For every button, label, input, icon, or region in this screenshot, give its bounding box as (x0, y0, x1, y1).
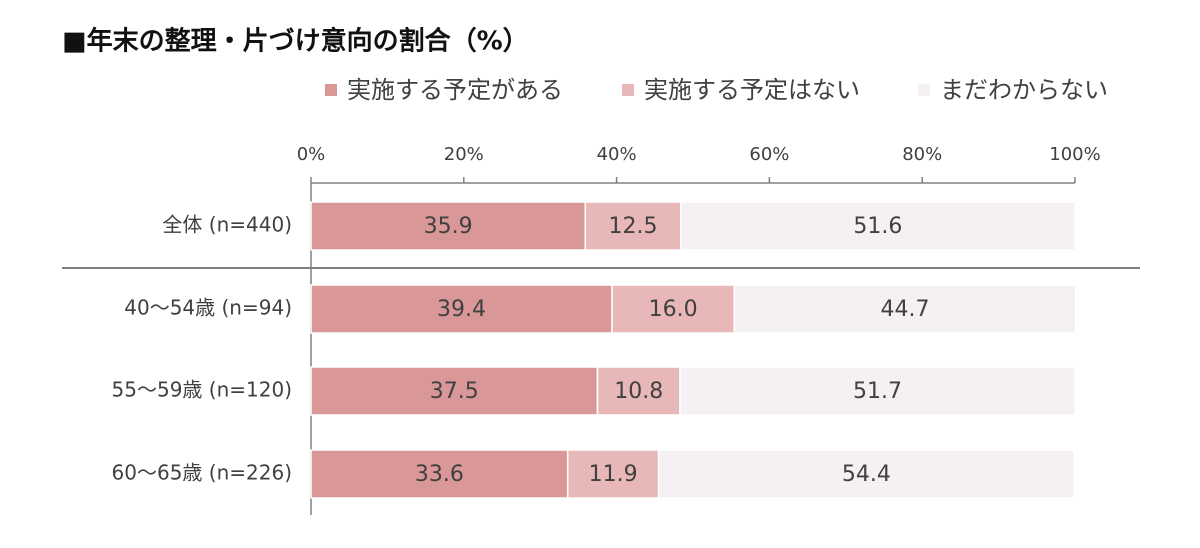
data-label: 51.7 (853, 379, 902, 404)
x-tick-label: 100% (1049, 144, 1100, 165)
data-label: 16.0 (649, 297, 698, 322)
data-label: 37.5 (430, 379, 479, 404)
bar-segment (310, 449, 569, 499)
y-tick-label: 全体 (n=440) (162, 213, 292, 237)
bar-segment (611, 284, 736, 334)
bar-segment (566, 449, 660, 499)
data-label: 12.5 (609, 214, 658, 239)
data-label: 10.8 (614, 379, 663, 404)
x-tick-label: 20% (444, 144, 484, 165)
bar-segment (679, 366, 1076, 416)
chart-title: ■年末の整理・片づけ意向の割合（%） (62, 26, 529, 57)
data-label: 35.9 (424, 214, 473, 239)
bar-segment (596, 366, 681, 416)
bar-segment (310, 284, 613, 334)
bar-segment (657, 449, 1075, 499)
y-tick-label: 60～65歳 (n=226) (112, 461, 292, 485)
legend-swatch (622, 84, 634, 96)
data-label: 39.4 (437, 297, 486, 322)
y-tick-label: 55～59歳 (n=120) (112, 378, 292, 402)
x-tick-label: 60% (749, 144, 789, 165)
bar-segment (584, 201, 682, 251)
legend-label: 実施する予定がある (347, 76, 563, 104)
bar-segment (680, 201, 1076, 251)
x-tick-label: 40% (597, 144, 637, 165)
data-label: 33.6 (415, 462, 464, 487)
legend-label: まだわからない (940, 76, 1108, 104)
bar-segment (310, 366, 599, 416)
legend-swatch (918, 84, 930, 96)
data-label: 11.9 (589, 462, 638, 487)
bar-segment (733, 284, 1077, 334)
legend-swatch (325, 84, 337, 96)
legend-label: 実施する予定はない (644, 76, 860, 104)
data-label: 54.4 (842, 462, 891, 487)
data-label: 44.7 (881, 297, 930, 322)
x-tick-label: 80% (902, 144, 942, 165)
x-tick-label: 0% (297, 144, 326, 165)
y-tick-label: 40～54歳 (n=94) (124, 296, 292, 320)
data-label: 51.6 (853, 214, 902, 239)
